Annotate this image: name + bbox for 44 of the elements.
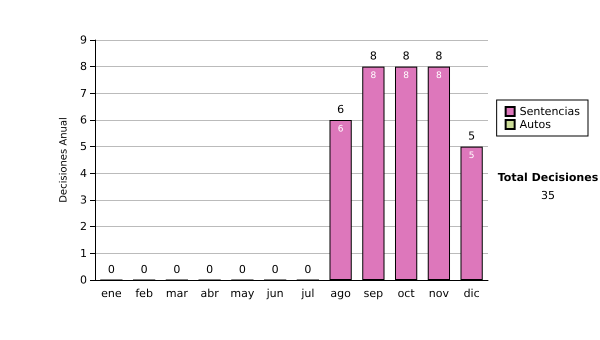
x-tick-label: oct xyxy=(398,287,416,300)
total-label: 0 xyxy=(140,263,148,276)
data-label: 8 xyxy=(403,71,410,82)
data-label: 5 xyxy=(468,151,474,162)
x-tick-label: jun xyxy=(266,287,284,300)
y-tick-label: 4 xyxy=(80,166,87,180)
legend-label: Sentencias xyxy=(520,105,580,118)
y-tick-label: 6 xyxy=(80,114,87,126)
total-label: 0 xyxy=(173,263,180,276)
x-tick-label: sep xyxy=(364,287,384,300)
y-tick-label: 0 xyxy=(80,274,87,286)
x-tick-label: ago xyxy=(330,287,352,300)
x-tick-label: jul xyxy=(300,287,314,300)
x-tick-label: ene xyxy=(101,287,122,300)
y-tick-label: 8 xyxy=(80,60,87,74)
data-label: 8 xyxy=(436,71,442,82)
total-label: 8 xyxy=(435,50,442,63)
total-label: 0 xyxy=(108,263,115,276)
y-tick-label: 7 xyxy=(80,86,87,100)
text: 35 xyxy=(541,189,555,202)
y-tick-label: 5 xyxy=(80,140,87,154)
x-tick-label: abr xyxy=(200,287,220,300)
total-label: 0 xyxy=(304,263,312,276)
y-tick-label: 2 xyxy=(80,220,87,234)
total-label: 0 xyxy=(238,263,246,276)
data-label: 8 xyxy=(370,71,377,82)
y-axis-title: Decisiones Anual xyxy=(58,117,70,203)
total-label: 0 xyxy=(206,263,214,276)
x-tick-label: dic xyxy=(464,287,480,300)
total-label: 8 xyxy=(370,50,377,63)
x-tick-label: feb xyxy=(135,287,153,300)
data-label: 6 xyxy=(338,124,344,134)
x-tick-label: mar xyxy=(166,287,188,300)
text: Total Decisiones xyxy=(498,171,599,184)
total-label: 5 xyxy=(468,130,476,143)
total-label: 6 xyxy=(337,103,344,116)
y-tick-label: 1 xyxy=(80,246,87,260)
x-tick-label: nov xyxy=(428,287,450,300)
y-tick-label: 9 xyxy=(80,34,87,46)
x-tick-label: may xyxy=(230,287,255,300)
legend-label: Autos xyxy=(520,118,552,131)
total-label: 8 xyxy=(402,50,410,63)
y-tick-label: 3 xyxy=(80,194,87,206)
total-label: 0 xyxy=(272,263,279,276)
